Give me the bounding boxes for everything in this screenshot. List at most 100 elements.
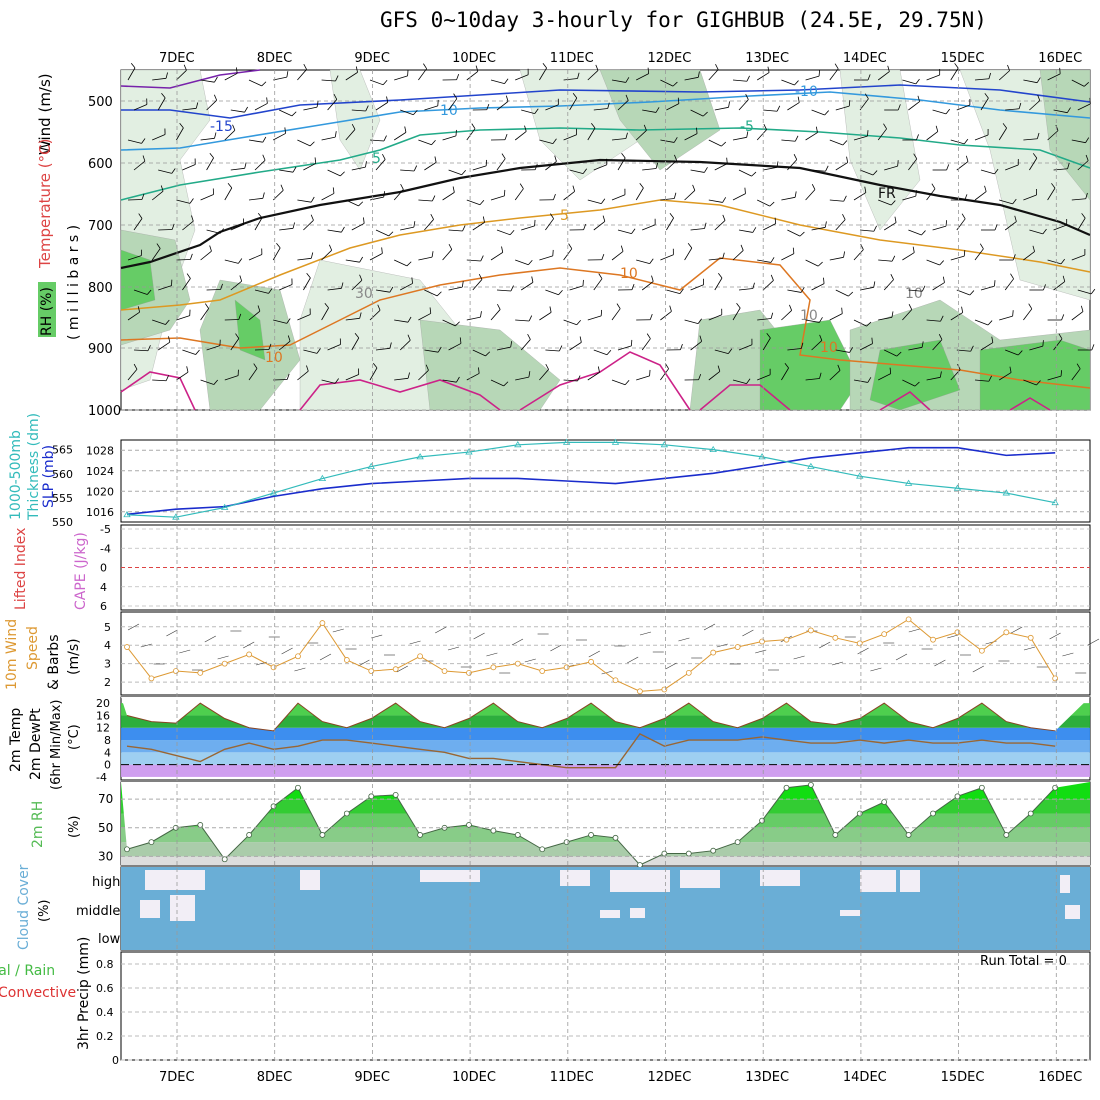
wind-barb-flag (504, 133, 508, 140)
wind-barb (369, 309, 381, 321)
wind-barb-flag (864, 186, 867, 193)
wind-barb-flag (621, 153, 626, 159)
wind-barb (490, 195, 505, 201)
wind-barb (248, 254, 263, 261)
wind-barb-flag (784, 363, 789, 369)
wind-barb (297, 314, 311, 321)
wind-barb-flag (940, 315, 944, 322)
wind-barb (805, 132, 818, 141)
wind-barb (303, 163, 316, 171)
pressure-tick-label: 800 (88, 281, 113, 296)
wind-barb (133, 160, 146, 171)
wind-barb (762, 337, 771, 351)
wind-barb (660, 368, 669, 381)
wind-barb-flag (704, 222, 707, 229)
wind-barb (738, 169, 752, 177)
wind-barb-flag (774, 217, 777, 224)
wind-barb (472, 222, 485, 231)
wind-barb (394, 75, 408, 81)
wind-barb (224, 73, 238, 81)
wind-barb (1023, 138, 1038, 141)
wind-barb-flag (209, 152, 214, 159)
wind-barb (182, 349, 196, 355)
cloud-panel (121, 867, 1090, 950)
rh-band (121, 856, 1090, 865)
wind-speed-line-marker (490, 664, 497, 671)
wind-barb-flag (310, 214, 314, 221)
wind-barb (902, 379, 916, 387)
wind-barb-flag (389, 342, 392, 349)
wind-barb (321, 379, 336, 384)
wind-barb (690, 341, 702, 351)
wind-barb (248, 139, 263, 143)
wind-barb-flag (848, 100, 851, 107)
wind-barb (1005, 108, 1020, 111)
wind-barb-flag (572, 93, 578, 99)
wind-barb-flag (235, 333, 240, 339)
wind-barb-flag (674, 154, 678, 161)
temperature-contour (121, 84, 1091, 119)
wind-barb (127, 67, 136, 81)
thickness-line-marker (856, 472, 864, 479)
wind-barb (133, 218, 143, 231)
wind-barb-flag (970, 345, 974, 352)
wind-barb-10m (588, 650, 600, 658)
wind-speed-line-marker (856, 640, 863, 647)
rh-marker (954, 793, 961, 800)
wind-barb (617, 100, 629, 111)
temperature-contour (120, 91, 1091, 151)
wind-barb (999, 199, 1013, 205)
wind-barb-flag (238, 313, 242, 320)
wind-barb (1047, 187, 1056, 201)
wind-barb-flag (770, 274, 774, 281)
wind-barb (1071, 311, 1084, 321)
wind-barb-flag (602, 215, 606, 222)
wind-barb-flag (576, 320, 582, 326)
wind-barb (442, 249, 453, 261)
wind-barb (690, 284, 704, 291)
wind-barb-flag (669, 213, 674, 219)
wind-barb-flag (1060, 370, 1063, 377)
wind-barb (805, 189, 816, 201)
rh-shading (120, 249, 156, 311)
wind-barb (732, 250, 744, 261)
wind-barb (757, 374, 771, 381)
rh-marker (343, 810, 350, 817)
wind-barb (278, 340, 291, 351)
wind-barb-flag (239, 275, 243, 282)
wind-barb-10m (409, 640, 421, 645)
wind-barb-flag (480, 255, 484, 262)
wind-barb-flag (286, 71, 289, 78)
wind-barb-flag (1018, 102, 1022, 109)
wind-barb (448, 229, 463, 232)
wind-barb-flag (939, 371, 942, 378)
wind-barb (1047, 259, 1062, 265)
wind-barb (515, 376, 529, 381)
wind-barb (974, 379, 989, 382)
wind-barb (956, 349, 971, 352)
wind-barb-flag (559, 345, 563, 352)
wind-barb-flag (316, 101, 319, 108)
wind-barb (690, 109, 704, 117)
wind-barb (781, 367, 789, 381)
wind-barb (593, 164, 607, 171)
wind-barb (424, 349, 439, 353)
wind-barb (375, 102, 388, 111)
wind-barb-10m (140, 643, 152, 648)
wind-barb-flag (133, 363, 138, 370)
wind-barb-flag (887, 65, 890, 72)
wind-barb (176, 199, 191, 204)
rh-marker (588, 832, 594, 838)
wind-barb (684, 319, 699, 325)
wind-barb (611, 138, 626, 141)
wind-barb-flag (867, 74, 871, 81)
date-top-label: 13DEC (745, 51, 789, 66)
wind-barb-flag (310, 252, 314, 259)
date-top-label: 16DEC (1038, 51, 1082, 66)
wind-barb (152, 134, 166, 141)
wind-speed-line-marker (368, 668, 375, 674)
wind-barb (321, 79, 336, 82)
day-gridlines (176, 70, 1057, 1060)
wind-barb (1053, 224, 1067, 231)
date-bottom-label: 15DEC (941, 1070, 985, 1085)
